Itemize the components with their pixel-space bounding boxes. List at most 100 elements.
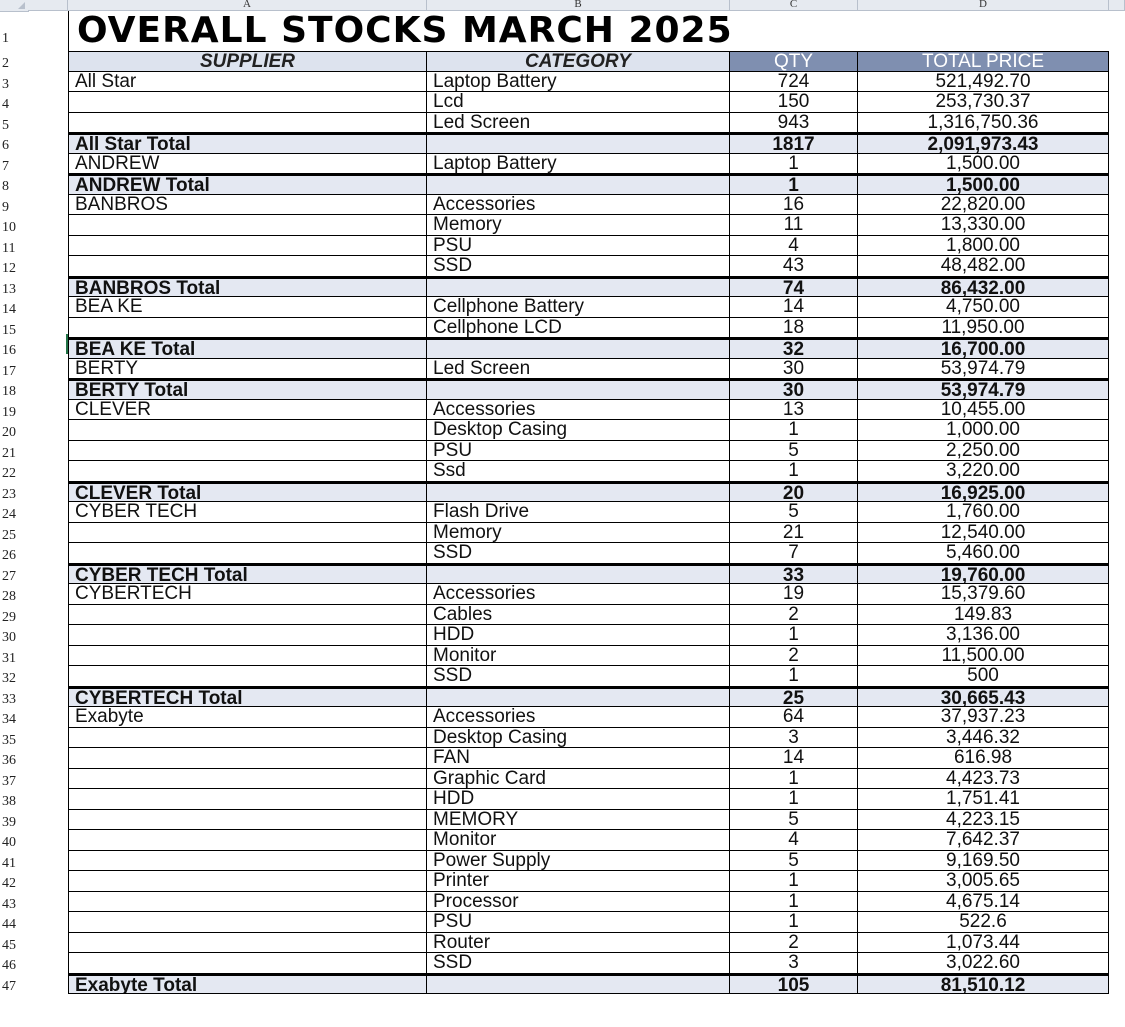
total-price-cell[interactable]: 10,455.00: [858, 399, 1109, 420]
supplier-cell[interactable]: [68, 235, 427, 256]
category-cell[interactable]: PSU: [427, 235, 730, 256]
total-price-cell[interactable]: 15,379.60: [858, 584, 1109, 605]
total-price-cell[interactable]: 1,760.00: [858, 502, 1109, 523]
category-cell[interactable]: [427, 174, 730, 195]
header-total-price[interactable]: TOTAL PRICE: [858, 51, 1109, 72]
row-number[interactable]: 28: [2, 589, 16, 604]
total-price-cell[interactable]: 7,642.37: [858, 830, 1109, 851]
qty-cell[interactable]: 18: [730, 317, 858, 338]
row-number[interactable]: 6: [2, 138, 9, 153]
total-price-cell[interactable]: 522.6: [858, 912, 1109, 933]
row-number[interactable]: 29: [2, 609, 16, 625]
category-cell[interactable]: Monitor: [427, 645, 730, 666]
row-number[interactable]: 8: [2, 179, 9, 194]
qty-cell[interactable]: 30: [730, 379, 858, 400]
qty-cell[interactable]: 5: [730, 502, 858, 523]
qty-cell[interactable]: 1: [730, 871, 858, 892]
total-price-cell[interactable]: 1,500.00: [858, 174, 1109, 195]
supplier-cell[interactable]: [68, 830, 427, 851]
supplier-cell[interactable]: BERTY Total: [68, 379, 427, 400]
supplier-cell[interactable]: [68, 522, 427, 543]
category-cell[interactable]: [427, 276, 730, 297]
total-price-cell[interactable]: 13,330.00: [858, 215, 1109, 236]
qty-cell[interactable]: 16: [730, 194, 858, 215]
category-cell[interactable]: HDD: [427, 625, 730, 646]
total-price-cell[interactable]: 5,460.00: [858, 543, 1109, 564]
header-qty[interactable]: QTY: [730, 51, 858, 72]
total-price-cell[interactable]: 3,220.00: [858, 461, 1109, 482]
supplier-cell[interactable]: [68, 666, 427, 687]
row-number[interactable]: 10: [2, 220, 16, 235]
row-number[interactable]: 1: [2, 31, 9, 46]
category-cell[interactable]: Memory: [427, 215, 730, 236]
row-number[interactable]: 40: [2, 835, 16, 850]
qty-cell[interactable]: 20: [730, 481, 858, 502]
category-cell[interactable]: Router: [427, 932, 730, 953]
qty-cell[interactable]: 1: [730, 461, 858, 482]
row-number[interactable]: 2: [2, 56, 9, 71]
supplier-cell[interactable]: BEA KE: [68, 297, 427, 318]
supplier-cell[interactable]: [68, 317, 427, 338]
qty-cell[interactable]: 1: [730, 891, 858, 912]
category-cell[interactable]: PSU: [427, 440, 730, 461]
row-number[interactable]: 11: [2, 240, 16, 256]
total-price-cell[interactable]: 149.83: [858, 604, 1109, 625]
category-cell[interactable]: Cellphone LCD: [427, 317, 730, 338]
supplier-cell[interactable]: [68, 461, 427, 482]
category-cell[interactable]: Printer: [427, 871, 730, 892]
total-price-cell[interactable]: 53,974.79: [858, 358, 1109, 379]
total-price-cell[interactable]: 2,091,973.43: [858, 133, 1109, 154]
qty-cell[interactable]: 2: [730, 645, 858, 666]
supplier-cell[interactable]: Exabyte Total: [68, 973, 427, 994]
category-cell[interactable]: [427, 973, 730, 994]
row-number[interactable]: 16: [2, 343, 16, 358]
supplier-cell[interactable]: [68, 727, 427, 748]
supplier-cell[interactable]: All Star: [68, 71, 427, 92]
category-cell[interactable]: [427, 686, 730, 707]
total-price-cell[interactable]: 12,540.00: [858, 522, 1109, 543]
total-price-cell[interactable]: 19,760.00: [858, 563, 1109, 584]
supplier-cell[interactable]: [68, 256, 427, 277]
supplier-cell[interactable]: [68, 768, 427, 789]
category-cell[interactable]: Desktop Casing: [427, 727, 730, 748]
total-price-cell[interactable]: 11,950.00: [858, 317, 1109, 338]
sheet-title[interactable]: OVERALL STOCKS MARCH 2025: [68, 11, 1109, 51]
row-number[interactable]: 4: [2, 97, 9, 112]
total-price-cell[interactable]: 616.98: [858, 748, 1109, 769]
category-cell[interactable]: MEMORY: [427, 809, 730, 830]
total-price-cell[interactable]: 3,022.60: [858, 953, 1109, 974]
supplier-cell[interactable]: [68, 789, 427, 810]
row-number[interactable]: 12: [2, 261, 16, 276]
total-price-cell[interactable]: 3,446.32: [858, 727, 1109, 748]
category-cell[interactable]: [427, 563, 730, 584]
row-number[interactable]: 39: [2, 814, 16, 830]
row-number[interactable]: 45: [2, 937, 16, 953]
supplier-cell[interactable]: [68, 604, 427, 625]
qty-cell[interactable]: 1: [730, 174, 858, 195]
total-price-cell[interactable]: 16,925.00: [858, 481, 1109, 502]
row-number[interactable]: 46: [2, 958, 16, 973]
category-cell[interactable]: SSD: [427, 543, 730, 564]
total-price-cell[interactable]: 521,492.70: [858, 71, 1109, 92]
category-cell[interactable]: PSU: [427, 912, 730, 933]
qty-cell[interactable]: 25: [730, 686, 858, 707]
row-number[interactable]: 3: [2, 76, 9, 92]
row-number[interactable]: 19: [2, 404, 16, 420]
row-number[interactable]: 42: [2, 876, 16, 891]
total-price-cell[interactable]: 30,665.43: [858, 686, 1109, 707]
qty-cell[interactable]: 1: [730, 666, 858, 687]
row-number[interactable]: 5: [2, 117, 9, 133]
qty-cell[interactable]: 5: [730, 850, 858, 871]
qty-cell[interactable]: 105: [730, 973, 858, 994]
supplier-cell[interactable]: [68, 440, 427, 461]
row-number[interactable]: 7: [2, 158, 9, 174]
supplier-cell[interactable]: [68, 912, 427, 933]
supplier-cell[interactable]: [68, 932, 427, 953]
supplier-cell[interactable]: ANDREW Total: [68, 174, 427, 195]
category-cell[interactable]: Flash Drive: [427, 502, 730, 523]
row-number[interactable]: 9: [2, 199, 9, 215]
supplier-cell[interactable]: [68, 645, 427, 666]
category-cell[interactable]: Monitor: [427, 830, 730, 851]
total-price-cell[interactable]: 253,730.37: [858, 92, 1109, 113]
total-price-cell[interactable]: 1,000.00: [858, 420, 1109, 441]
